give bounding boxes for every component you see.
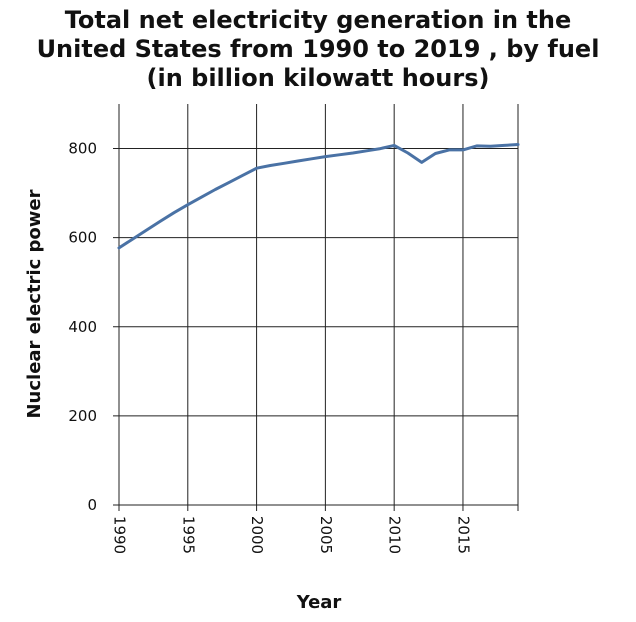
x-tick-label-2000: 2000 (248, 516, 266, 554)
y-tick-label-800: 800 (68, 140, 97, 158)
chart-title-line-1: Total net electricity generation in the (64, 6, 572, 34)
x-tick-labels: 1990 1995 2000 2005 2010 2015 (111, 516, 473, 554)
y-gridlines (113, 148, 518, 506)
y-tick-label-400: 400 (68, 318, 97, 336)
x-gridlines (118, 104, 519, 511)
series-group (117, 143, 520, 250)
plot-area (119, 104, 518, 505)
y-tick-label-600: 600 (68, 229, 97, 247)
y-tick-labels: 0 200 400 600 800 (68, 140, 97, 514)
x-tick-label-2015: 2015 (454, 516, 472, 554)
x-tick-label-1990: 1990 (111, 516, 129, 554)
x-tick-label-2005: 2005 (317, 516, 335, 554)
y-axis-label: Nuclear electric power (24, 189, 45, 418)
x-tick-label-1995: 1995 (179, 516, 197, 554)
chart-title-line-3: (in billion kilowatt hours) (146, 64, 490, 92)
x-axis-label: Year (296, 592, 342, 613)
series-line-0 (117, 143, 520, 250)
x-tick-label-2010: 2010 (386, 516, 404, 554)
y-tick-label-200: 200 (68, 407, 97, 425)
chart-title-line-2: United States from 1990 to 2019 , by fue… (36, 35, 600, 63)
y-tick-label-0: 0 (87, 496, 97, 514)
chart-title: Total net electricity generation in the … (0, 6, 636, 93)
